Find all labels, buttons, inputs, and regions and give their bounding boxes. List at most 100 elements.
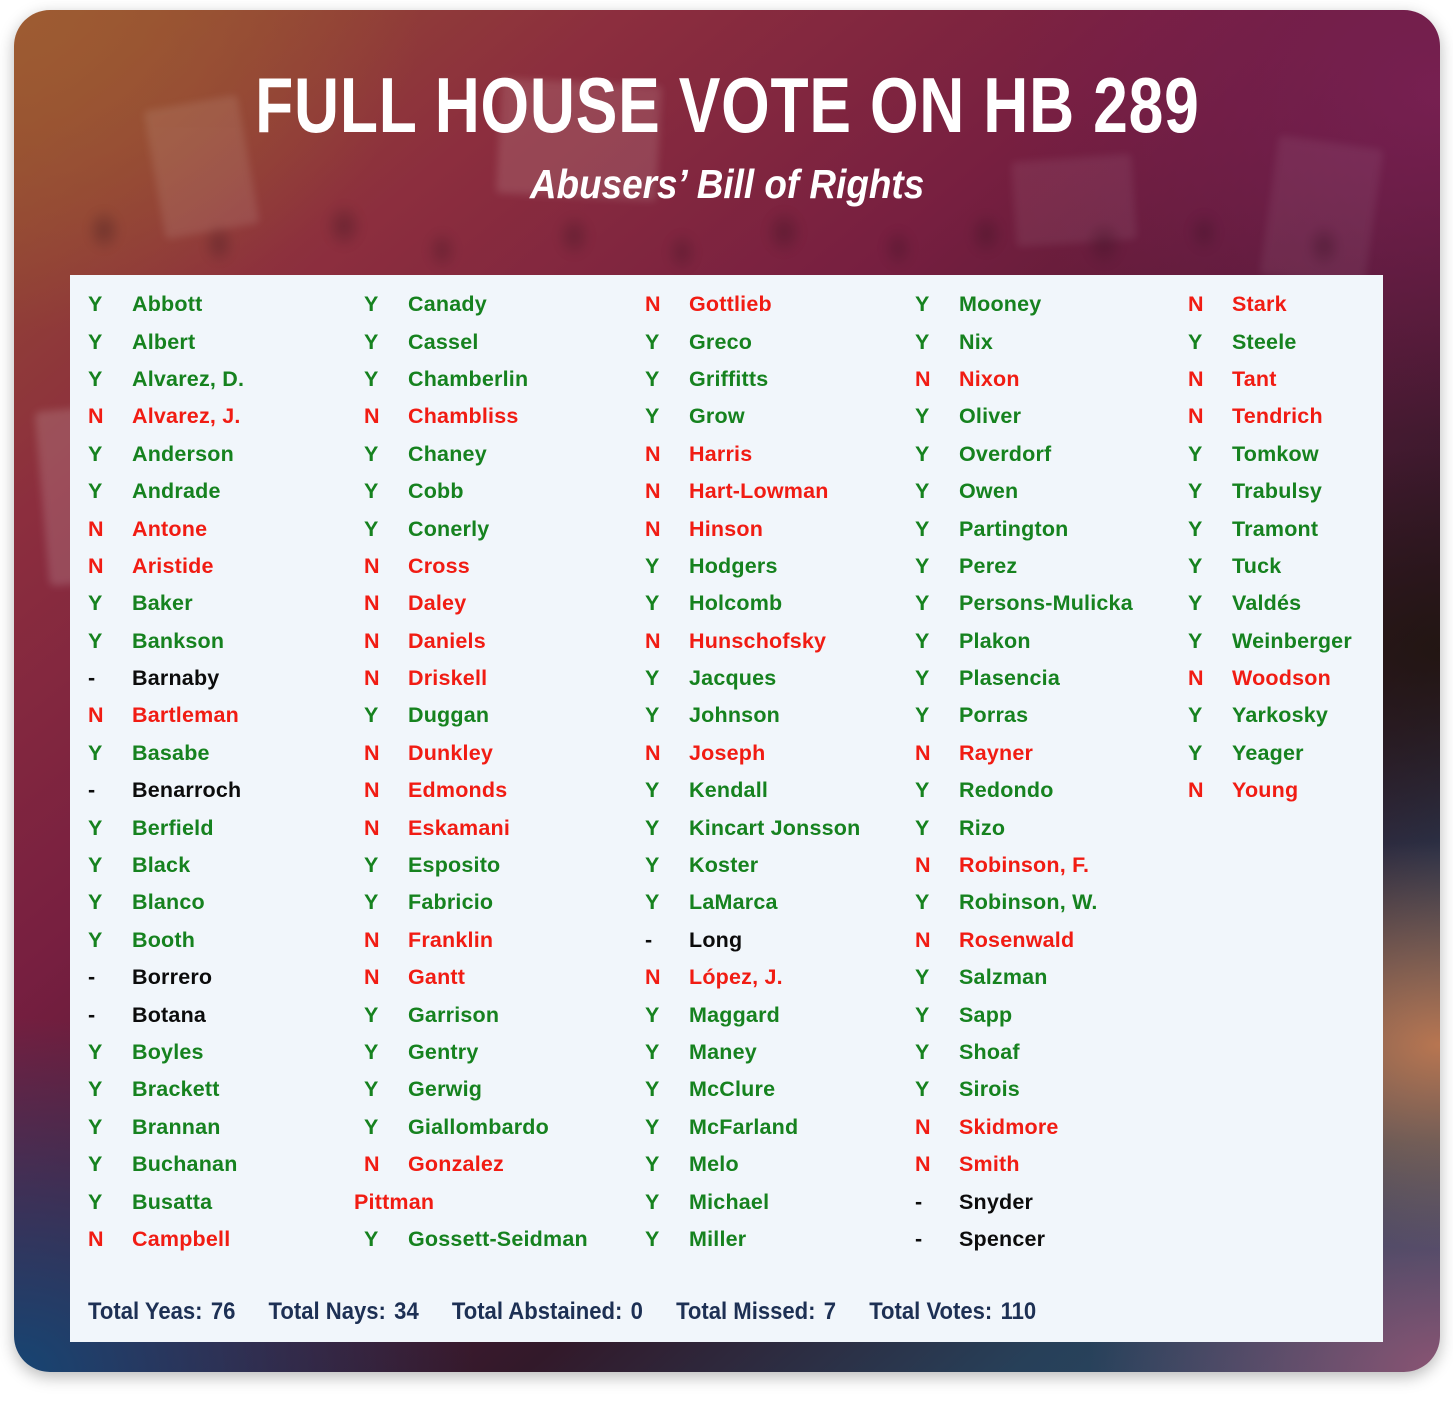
- legislator-name: Kendall: [689, 778, 769, 803]
- vote-column-4: Y Mooney Y Nix N Nixon Y Oliver Y Overdorf Y Owen Y P…: [915, 286, 1188, 1258]
- vote-letter: N: [915, 1114, 931, 1139]
- vote-letter: N: [364, 591, 380, 616]
- vote-row: Y Canady: [364, 286, 645, 323]
- legislator-name: Gottlieb: [689, 292, 772, 317]
- legislator-name: Porras: [959, 703, 1029, 728]
- vote-letter: N: [1188, 666, 1204, 691]
- vote-row: N Bartleman: [88, 697, 364, 734]
- vote-letter: N: [364, 965, 380, 990]
- legislator-name: Robinson, W.: [959, 890, 1098, 915]
- page-subtitle: Abusers’ Bill of Rights: [14, 164, 1440, 205]
- vote-row: N Hunschofsky: [645, 623, 915, 660]
- legislator-name: Cross: [408, 553, 470, 578]
- legislator-name: Bartleman: [132, 703, 239, 728]
- total-value: 110: [1000, 1298, 1037, 1325]
- vote-letter: Y: [364, 479, 379, 504]
- vote-letter: Y: [1188, 628, 1203, 653]
- vote-letter: Y: [1188, 703, 1203, 728]
- legislator-name: Plakon: [959, 628, 1031, 653]
- vote-letter: Y: [645, 703, 660, 728]
- vote-letter: Y: [645, 1226, 660, 1251]
- legislator-name: Gerwig: [408, 1077, 483, 1102]
- vote-letter: Y: [88, 740, 103, 765]
- legislator-name: Hinson: [689, 516, 764, 541]
- legislator-name: Driskell: [408, 666, 488, 691]
- vote-letter: N: [915, 1152, 931, 1177]
- total-label: Total Yeas:: [88, 1298, 203, 1325]
- vote-row: Y Kincart Jonsson: [645, 809, 915, 846]
- vote-letter: Y: [915, 1002, 930, 1027]
- vote-row: Y Yeager: [1188, 735, 1377, 772]
- legislator-name: Alvarez, J.: [132, 404, 241, 429]
- vote-row: N Hart-Lowman: [645, 473, 915, 510]
- vote-letter: Y: [364, 890, 379, 915]
- vote-letter: Y: [645, 591, 660, 616]
- legislator-name: Rosenwald: [959, 927, 1075, 952]
- vote-row: - Long: [645, 922, 915, 959]
- legislator-name: Brackett: [132, 1077, 220, 1102]
- vote-row: Y Gerwig: [364, 1071, 645, 1108]
- legislator-name: Sirois: [959, 1077, 1020, 1102]
- legislator-name: LaMarca: [689, 890, 778, 915]
- legislator-name: Mooney: [959, 292, 1042, 317]
- vote-letter: Y: [88, 366, 103, 391]
- vote-letter: N: [645, 479, 661, 504]
- legislator-name: Weinberger: [1232, 628, 1352, 653]
- legislator-name: Hunschofsky: [689, 628, 827, 653]
- vote-row: Y Johnson: [645, 697, 915, 734]
- vote-letter: N: [364, 404, 380, 429]
- legislator-name: Chambliss: [408, 404, 519, 429]
- vote-letter: Y: [364, 1040, 379, 1064]
- vote-row: N Gonzalez: [364, 1146, 645, 1183]
- legislator-name: Busatta: [132, 1189, 213, 1214]
- vote-letter: N: [645, 292, 661, 317]
- legislator-name: Michael: [689, 1189, 770, 1214]
- vote-row: Y Yarkosky: [1188, 697, 1377, 734]
- legislator-name: Black: [132, 853, 191, 878]
- legislator-name: Holcomb: [689, 591, 783, 616]
- legislator-name: Gossett-Seidman: [408, 1226, 588, 1251]
- vote-letter: Y: [915, 516, 930, 541]
- vote-letter: Y: [364, 1002, 379, 1027]
- vote-row: Y Perez: [915, 548, 1188, 585]
- legislator-name: Tuck: [1232, 553, 1282, 578]
- legislator-name: Bankson: [132, 628, 225, 653]
- legislator-name: Esposito: [408, 853, 501, 878]
- legislator-name: Edmonds: [408, 778, 508, 803]
- vote-letter: Y: [645, 890, 660, 915]
- legislator-name: Overdorf: [959, 441, 1052, 466]
- legislator-name: Brannan: [132, 1114, 221, 1139]
- vote-letter: N: [645, 441, 661, 466]
- vote-row: Y Grow: [645, 398, 915, 435]
- vote-letter: N: [364, 553, 380, 578]
- vote-letter: -: [88, 666, 96, 691]
- legislator-name: Dunkley: [408, 740, 494, 765]
- legislator-name: Long: [689, 927, 743, 952]
- vote-row: Y Buchanan: [88, 1146, 364, 1183]
- vote-letter: Y: [88, 1077, 103, 1102]
- legislator-name: Benarroch: [132, 778, 242, 803]
- vote-row: N Smith: [915, 1146, 1188, 1183]
- legislator-name: Owen: [959, 479, 1019, 504]
- vote-row: Y Trabulsy: [1188, 473, 1377, 510]
- total-label: Total Missed:: [676, 1298, 816, 1325]
- vote-letter: Y: [88, 441, 103, 466]
- legislator-name: Cassel: [408, 329, 479, 354]
- vote-row: Y Baker: [88, 585, 364, 622]
- vote-letter: Y: [915, 404, 930, 429]
- vote-letter: N: [364, 666, 380, 691]
- vote-letter: Y: [645, 1152, 660, 1177]
- vote-letter: Y: [645, 815, 660, 840]
- legislator-name: Yarkosky: [1232, 703, 1329, 728]
- vote-row: Y Jacques: [645, 660, 915, 697]
- vote-letter: Y: [88, 815, 103, 840]
- vote-letter: Y: [915, 890, 930, 915]
- vote-row: Y Booth: [88, 922, 364, 959]
- legislator-name: Canady: [408, 292, 487, 317]
- vote-row: N Gantt: [364, 959, 645, 996]
- vote-row: N Joseph: [645, 735, 915, 772]
- vote-row: Pittman: [354, 1183, 645, 1220]
- legislator-name: Andrade: [132, 479, 221, 504]
- legislator-name: Valdés: [1232, 591, 1302, 616]
- vote-panel: Y Abbott Y Albert Y Alvarez, D. N Alvarez, J. Y A…: [70, 275, 1383, 1342]
